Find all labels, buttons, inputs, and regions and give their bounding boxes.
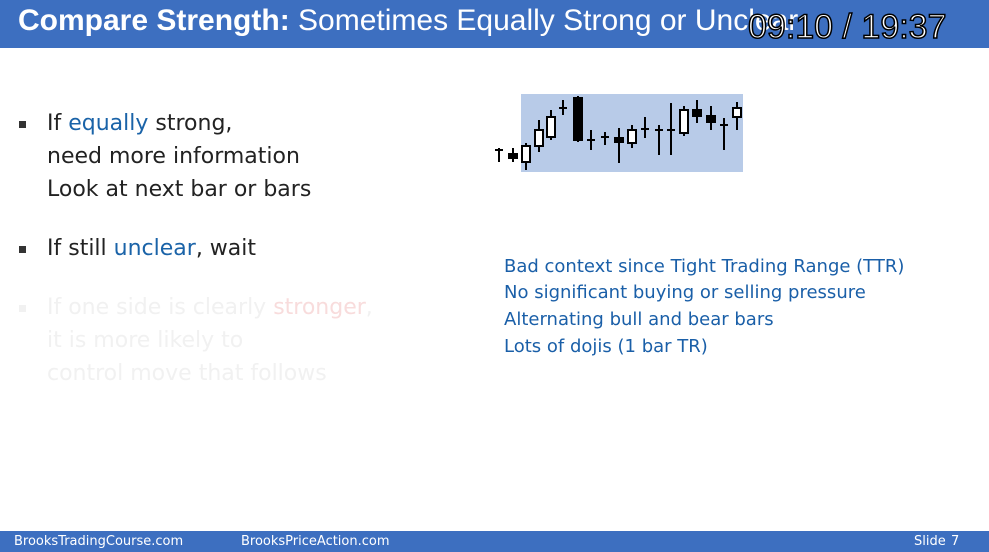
bullet-line: If equally strong,: [47, 111, 232, 136]
video-timestamp: 09:10 / 19:37: [747, 7, 947, 47]
bullet-line: it is more likely to: [47, 328, 244, 353]
text: , wait: [195, 236, 257, 261]
highlight: unclear: [113, 236, 196, 261]
candle-chart: [495, 94, 743, 172]
footer-bar: [0, 531, 989, 552]
note-line: Bad context since Tight Trading Range (T…: [504, 256, 905, 277]
highlight: stronger: [273, 295, 366, 320]
text: ,: [365, 295, 373, 320]
note-line: No significant buying or selling pressur…: [504, 282, 866, 303]
text: strong,: [148, 111, 233, 136]
text: If one side is clearly: [47, 295, 274, 320]
title-bold: Compare Strength:: [18, 4, 290, 37]
bullet-line: If still unclear, wait: [47, 236, 256, 261]
note-line: Lots of dojis (1 bar TR): [504, 336, 708, 357]
text: If still: [47, 236, 114, 261]
bullet-line: If one side is clearly stronger,: [47, 295, 373, 320]
slide-label: Slide: [914, 534, 946, 549]
footer-center: BrooksPriceAction.com: [241, 534, 390, 549]
note-line: Alternating bull and bear bars: [504, 309, 774, 330]
highlight: equally: [68, 111, 149, 136]
header-bar: [0, 0, 989, 48]
slide-number: 7: [951, 534, 960, 549]
bullet-marker: [19, 246, 26, 253]
bullet-marker: [19, 121, 26, 128]
bullet-marker: [19, 305, 26, 312]
candles: [495, 96, 742, 170]
bullet-line: control move that follows: [47, 361, 327, 386]
title-rest: Sometimes Equally Strong or Unclear: [298, 4, 799, 37]
bullet-line: need more information: [47, 144, 300, 169]
text: If: [47, 111, 69, 136]
bullet-line: Look at next bar or bars: [47, 177, 312, 202]
footer-left: BrooksTradingCourse.com: [14, 534, 184, 549]
slide-title: Compare Strength: Sometimes Equally Stro…: [18, 4, 798, 38]
